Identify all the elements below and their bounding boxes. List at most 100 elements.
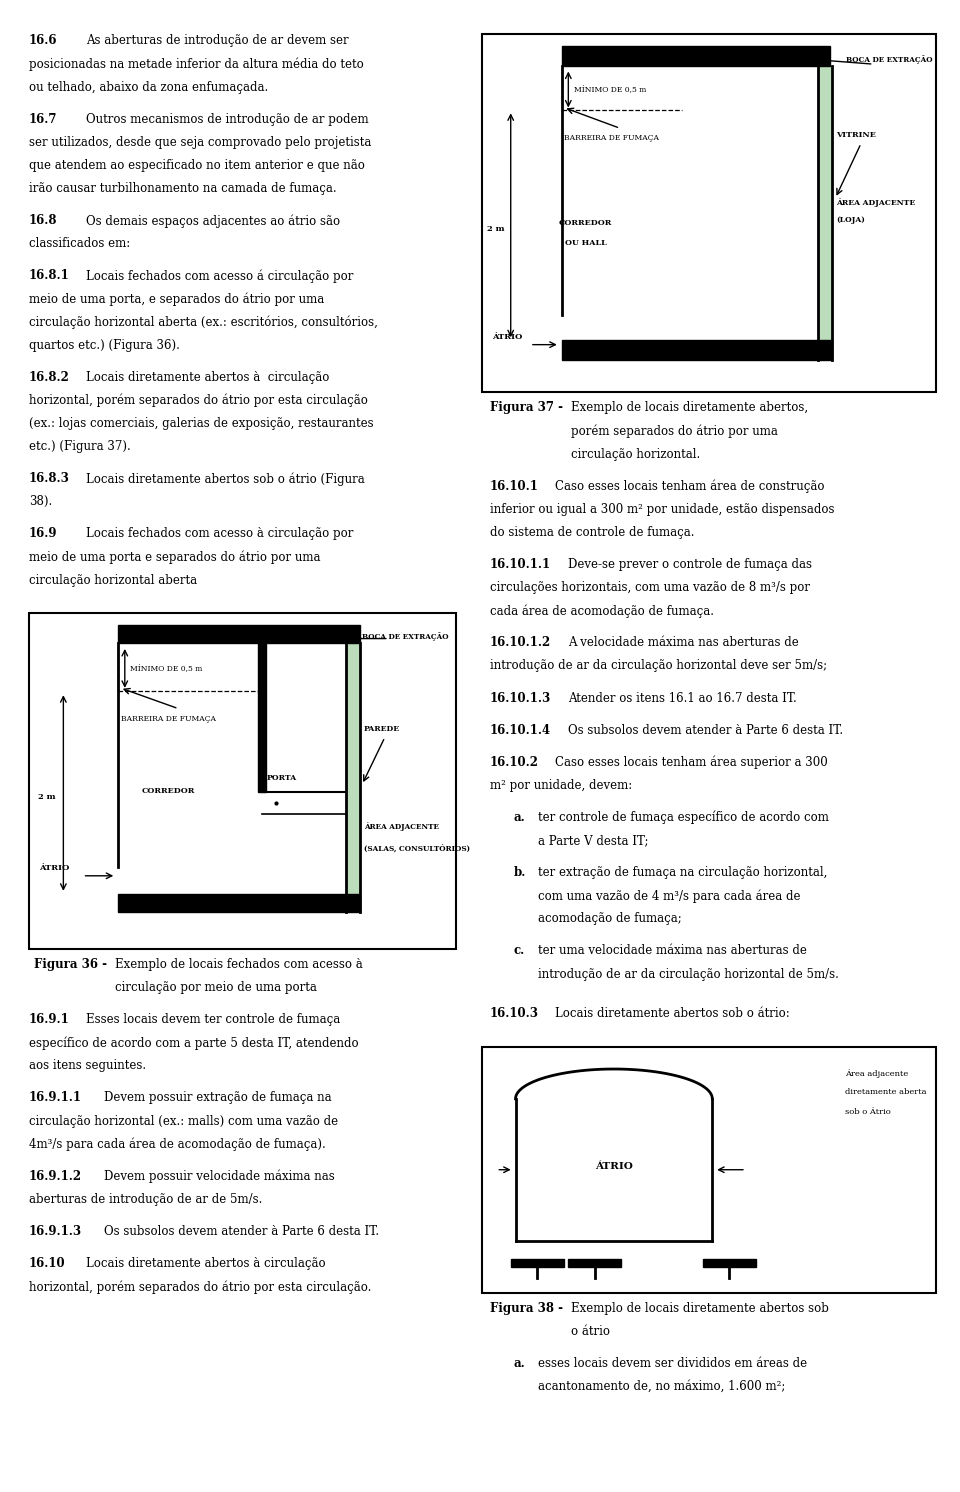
Text: 16.10.2: 16.10.2	[490, 755, 539, 768]
Text: BARREIRA DE FUMAÇA: BARREIRA DE FUMAÇA	[564, 134, 660, 142]
Text: horizontal, porém separados do átrio por esta circulação.: horizontal, porém separados do átrio por…	[29, 1280, 372, 1294]
Bar	[568, 1258, 621, 1267]
Text: circulações horizontais, com uma vazão de 8 m³/s por: circulações horizontais, com uma vazão d…	[490, 580, 809, 594]
Text: ter controle de fumaça específico de acordo com: ter controle de fumaça específico de aco…	[538, 810, 828, 825]
Text: 4m³/s para cada área de acomodação de fumaça).: 4m³/s para cada área de acomodação de fu…	[29, 1137, 325, 1152]
Text: VITRINE: VITRINE	[836, 131, 876, 139]
Text: Caso esses locais tenham área superior a 300: Caso esses locais tenham área superior a…	[555, 755, 828, 770]
Text: 16.7: 16.7	[29, 112, 58, 125]
Text: ter uma velocidade máxima nas aberturas de: ter uma velocidade máxima nas aberturas …	[538, 944, 806, 958]
Text: ÁREA ADJACENTE: ÁREA ADJACENTE	[364, 822, 439, 831]
Text: meio de uma porta e separados do átrio por uma: meio de uma porta e separados do átrio p…	[29, 551, 321, 564]
Text: BOCA DE EXTRAÇÃO: BOCA DE EXTRAÇÃO	[847, 55, 933, 64]
Text: a.: a.	[514, 1356, 525, 1370]
Text: MÍNIMO DE 0,5 m: MÍNIMO DE 0,5 m	[130, 664, 202, 671]
Bar	[482, 1046, 936, 1292]
Text: Devem possuir extração de fumaça na: Devem possuir extração de fumaça na	[104, 1091, 331, 1104]
Text: 16.10.1.4: 16.10.1.4	[490, 724, 551, 737]
Bar	[258, 643, 266, 791]
Text: Caso esses locais tenham área de construção: Caso esses locais tenham área de constru…	[555, 479, 825, 494]
Text: 16.9.1.2: 16.9.1.2	[29, 1170, 82, 1183]
Text: diretamente aberta: diretamente aberta	[845, 1088, 926, 1097]
Text: ÁTRIO: ÁTRIO	[595, 1162, 633, 1171]
Text: (SALAS, CONSULTÓRIOS): (SALAS, CONSULTÓRIOS)	[364, 844, 470, 853]
Text: ser utilizados, desde que seja comprovado pelo projetista: ser utilizados, desde que seja comprovad…	[29, 136, 372, 149]
Text: Figura 38 -: Figura 38 -	[490, 1301, 563, 1314]
Bar	[562, 340, 832, 360]
Text: circulação horizontal (ex.: malls) com uma vazão de: circulação horizontal (ex.: malls) com u…	[29, 1115, 338, 1128]
Text: Figura 36 -: Figura 36 -	[34, 958, 107, 971]
Text: CORREDOR: CORREDOR	[559, 219, 612, 227]
Text: 16.9.1.1: 16.9.1.1	[29, 1091, 82, 1104]
Text: 16.10: 16.10	[29, 1256, 65, 1270]
Text: o átrio: o átrio	[571, 1325, 611, 1338]
Text: 16.10.1.2: 16.10.1.2	[490, 636, 551, 649]
Bar	[482, 34, 936, 392]
Text: acomodação de fumaça;: acomodação de fumaça;	[538, 912, 682, 925]
Text: 16.6: 16.6	[29, 34, 58, 48]
Text: introdução de ar da circulação horizontal de 5m/s.: introdução de ar da circulação horizonta…	[538, 967, 838, 980]
Text: Locais diretamente abertos sob o átrio (Figura: Locais diretamente abertos sob o átrio (…	[86, 471, 365, 486]
Text: ter extração de fumaça na circulação horizontal,: ter extração de fumaça na circulação hor…	[538, 865, 827, 879]
Text: 16.8.2: 16.8.2	[29, 370, 70, 383]
Text: Os demais espaços adjacentes ao átrio são: Os demais espaços adjacentes ao átrio sã…	[86, 213, 341, 228]
Text: 2 m: 2 m	[488, 225, 505, 233]
Text: 16.9.1: 16.9.1	[29, 1013, 69, 1026]
Text: Locais diretamente abertos sob o átrio:: Locais diretamente abertos sob o átrio:	[555, 1007, 790, 1021]
Text: ÁREA ADJACENTE: ÁREA ADJACENTE	[836, 198, 916, 207]
Bar	[346, 643, 360, 912]
Text: classificados em:: classificados em:	[29, 237, 130, 251]
Text: ou telhado, abaixo da zona enfumaçada.: ou telhado, abaixo da zona enfumaçada.	[29, 81, 268, 94]
Bar	[511, 1258, 564, 1267]
Text: esses locais devem ser divididos em áreas de: esses locais devem ser divididos em área…	[538, 1356, 806, 1370]
Text: Esses locais devem ter controle de fumaça: Esses locais devem ter controle de fumaç…	[86, 1013, 341, 1026]
Bar	[118, 894, 360, 912]
Text: MÍNIMO DE 0,5 m: MÍNIMO DE 0,5 m	[574, 85, 646, 93]
Text: Locais fechados com acesso à circulação por: Locais fechados com acesso à circulação …	[86, 527, 354, 540]
Text: Atender os itens 16.1 ao 16.7 desta IT.: Atender os itens 16.1 ao 16.7 desta IT.	[568, 691, 797, 704]
Bar	[118, 625, 360, 643]
Text: aberturas de introdução de ar de 5m/s.: aberturas de introdução de ar de 5m/s.	[29, 1192, 262, 1206]
Text: 16.10.3: 16.10.3	[490, 1007, 539, 1021]
Text: 16.10.1.3: 16.10.1.3	[490, 691, 551, 704]
Text: ÁTRIO: ÁTRIO	[492, 333, 523, 340]
Text: 16.8.1: 16.8.1	[29, 269, 69, 282]
Text: 16.8: 16.8	[29, 213, 58, 227]
Text: aos itens seguintes.: aos itens seguintes.	[29, 1059, 146, 1073]
Text: PAREDE: PAREDE	[364, 725, 400, 733]
Text: sob o Átrio: sob o Átrio	[845, 1107, 891, 1116]
Text: CORREDOR: CORREDOR	[142, 786, 196, 795]
Text: a.: a.	[514, 810, 525, 824]
Text: Os subsolos devem atender à Parte 6 desta IT.: Os subsolos devem atender à Parte 6 dest…	[104, 1225, 379, 1238]
Text: 16.10.1.1: 16.10.1.1	[490, 558, 551, 571]
Text: inferior ou igual a 300 m² por unidade, estão dispensados: inferior ou igual a 300 m² por unidade, …	[490, 503, 834, 516]
Text: ÁTRIO: ÁTRIO	[39, 864, 70, 871]
Text: quartos etc.) (Figura 36).: quartos etc.) (Figura 36).	[29, 339, 180, 352]
Text: porém separados do átrio por uma: porém separados do átrio por uma	[571, 424, 778, 439]
Text: posicionadas na metade inferior da altura média do teto: posicionadas na metade inferior da altur…	[29, 57, 364, 72]
Text: Os subsolos devem atender à Parte 6 desta IT.: Os subsolos devem atender à Parte 6 dest…	[568, 724, 844, 737]
Bar	[29, 613, 456, 949]
Text: (ex.: lojas comerciais, galerias de exposição, restaurantes: (ex.: lojas comerciais, galerias de expo…	[29, 416, 373, 430]
Text: circulação horizontal aberta: circulação horizontal aberta	[29, 573, 197, 586]
Text: Deve-se prever o controle de fumaça das: Deve-se prever o controle de fumaça das	[568, 558, 812, 571]
Text: introdução de ar da circulação horizontal deve ser 5m/s;: introdução de ar da circulação horizonta…	[490, 659, 827, 673]
Text: do sistema de controle de fumaça.: do sistema de controle de fumaça.	[490, 525, 694, 539]
Text: cada área de acomodação de fumaça.: cada área de acomodação de fumaça.	[490, 604, 713, 618]
Bar	[562, 46, 830, 66]
Text: circulação por meio de uma porta: circulação por meio de uma porta	[115, 980, 317, 994]
Text: circulação horizontal.: circulação horizontal.	[571, 448, 701, 461]
Text: Outros mecanismos de introdução de ar podem: Outros mecanismos de introdução de ar po…	[86, 112, 369, 125]
Text: circulação horizontal aberta (ex.: escritórios, consultórios,: circulação horizontal aberta (ex.: escri…	[29, 315, 377, 330]
Text: acantonamento de, no máximo, 1.600 m²;: acantonamento de, no máximo, 1.600 m²;	[538, 1380, 785, 1394]
Text: Exemplo de locais diretamente abertos sob: Exemplo de locais diretamente abertos so…	[571, 1301, 829, 1314]
Text: Área adjacente: Área adjacente	[845, 1068, 908, 1079]
Text: 38).: 38).	[29, 495, 52, 509]
Text: BOCA DE EXTRAÇÃO: BOCA DE EXTRAÇÃO	[362, 633, 448, 642]
Text: 16.8.3: 16.8.3	[29, 471, 70, 485]
Text: que atendem ao especificado no item anterior e que não: que atendem ao especificado no item ante…	[29, 158, 365, 172]
Text: c.: c.	[514, 944, 525, 958]
Text: Locais fechados com acesso á circulação por: Locais fechados com acesso á circulação …	[86, 269, 354, 283]
Text: 16.9: 16.9	[29, 527, 58, 540]
Bar	[703, 1258, 756, 1267]
